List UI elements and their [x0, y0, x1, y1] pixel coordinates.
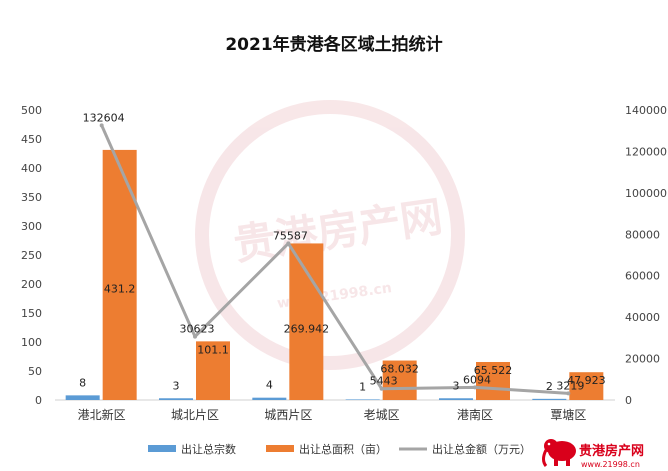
left-axis-tick: 250	[21, 249, 42, 262]
data-label-amount: 30623	[180, 323, 215, 336]
data-label-area: 101.1	[197, 343, 229, 356]
legend-swatch-area	[266, 445, 294, 452]
left-axis-tick: 400	[21, 162, 42, 175]
data-label-area: 431.2	[104, 282, 136, 295]
category-label: 老城区	[364, 408, 400, 422]
category-label: 覃塘区	[550, 407, 586, 422]
category-label: 港南区	[457, 407, 493, 422]
elephant-icon	[542, 439, 576, 467]
bar-count	[532, 398, 567, 400]
left-axis-tick: 50	[28, 365, 42, 378]
line-series	[99, 123, 571, 396]
right-axis-tick: 40000	[625, 311, 660, 324]
amount-point	[99, 123, 104, 128]
amount-point	[473, 385, 477, 390]
data-label-area: 269.942	[284, 323, 330, 336]
right-axis-tick: 20000	[625, 353, 660, 366]
amount-point	[379, 386, 384, 391]
left-axis-tick: 200	[21, 278, 42, 291]
legend-label-count: 出让总宗数	[181, 442, 236, 456]
legend-swatch-count	[148, 445, 176, 452]
legend-label-amount: 出让总金额（万元）	[432, 442, 531, 456]
data-label-area: 47.923	[567, 374, 606, 387]
data-label-count: 4	[266, 379, 273, 392]
amount-point	[566, 391, 571, 396]
bar-count	[345, 399, 380, 400]
left-axis-tick: 350	[21, 191, 42, 204]
watermark: 贵港房产网 www.21998.cn	[195, 100, 465, 370]
data-label-area: 65.522	[474, 364, 513, 377]
bar-area	[569, 372, 604, 400]
data-label-amount: 3219	[556, 379, 584, 392]
data-label-count: 1	[359, 380, 366, 393]
category-label: 城北片区	[171, 408, 219, 422]
data-label-amount: 5443	[370, 375, 398, 388]
watermark-ring	[195, 100, 465, 370]
data-label-amount: 75587	[273, 229, 308, 242]
bar-area	[102, 149, 137, 400]
legend: 出让总宗数 出让总面积（亩） 出让总金额（万元）	[148, 442, 531, 456]
category-label: 城西片区	[264, 408, 312, 422]
legend-label-area: 出让总面积（亩）	[299, 442, 387, 456]
amount-point	[286, 241, 291, 246]
left-axis: 0 50 100 150 200 250 300 350 400 450 500	[21, 104, 42, 407]
bar-count	[252, 397, 287, 400]
right-axis-tick: 120000	[625, 145, 667, 158]
bar-area	[476, 361, 510, 400]
right-axis-tick: 140000	[625, 104, 667, 117]
left-axis-tick: 100	[21, 336, 42, 349]
brand-url: www.21998.cn	[581, 460, 640, 469]
data-label-count: 2	[546, 380, 553, 393]
bar-area	[382, 360, 417, 400]
brand-logo: 贵港房产网 www.21998.cn	[542, 439, 644, 469]
data-label-area: 68.032	[380, 363, 419, 376]
left-axis-tick: 300	[21, 220, 42, 233]
data-label-amount: 132604	[83, 111, 125, 124]
bar-count	[65, 395, 100, 400]
right-axis-tick: 60000	[625, 270, 660, 283]
bar-count	[159, 398, 193, 400]
left-axis-tick: 0	[35, 394, 42, 407]
category-labels: 港北新区 城北片区 城西片区 老城区 港南区 覃塘区	[78, 407, 587, 422]
data-label-count: 3	[173, 379, 180, 392]
data-labels: 8 431.2 3 101.1 4 269.942 1 68.032 3 65.522 2 47.92…	[79, 111, 605, 393]
right-axis: 0 20000 40000 60000 80000 100000 120000 140000	[625, 104, 667, 407]
amount-point	[193, 334, 197, 339]
watermark-title: 贵港房产网	[231, 192, 446, 270]
bar-area	[196, 341, 230, 400]
data-label-amount: 6094	[463, 373, 491, 386]
left-axis-tick: 450	[21, 133, 42, 146]
brand-name: 贵港房产网	[579, 443, 644, 459]
chart-title: 2021年贵港各区域土拍统计	[225, 34, 442, 55]
category-label: 港北新区	[78, 407, 126, 422]
data-label-count: 3	[453, 379, 460, 392]
bar-count	[439, 398, 473, 400]
right-axis-tick: 100000	[625, 187, 667, 200]
left-axis-tick: 150	[21, 307, 42, 320]
data-label-count: 8	[79, 376, 86, 389]
amount-line	[100, 124, 569, 395]
left-axis-tick: 500	[21, 104, 42, 117]
right-axis-tick: 0	[625, 394, 632, 407]
right-axis-tick: 80000	[625, 228, 660, 241]
